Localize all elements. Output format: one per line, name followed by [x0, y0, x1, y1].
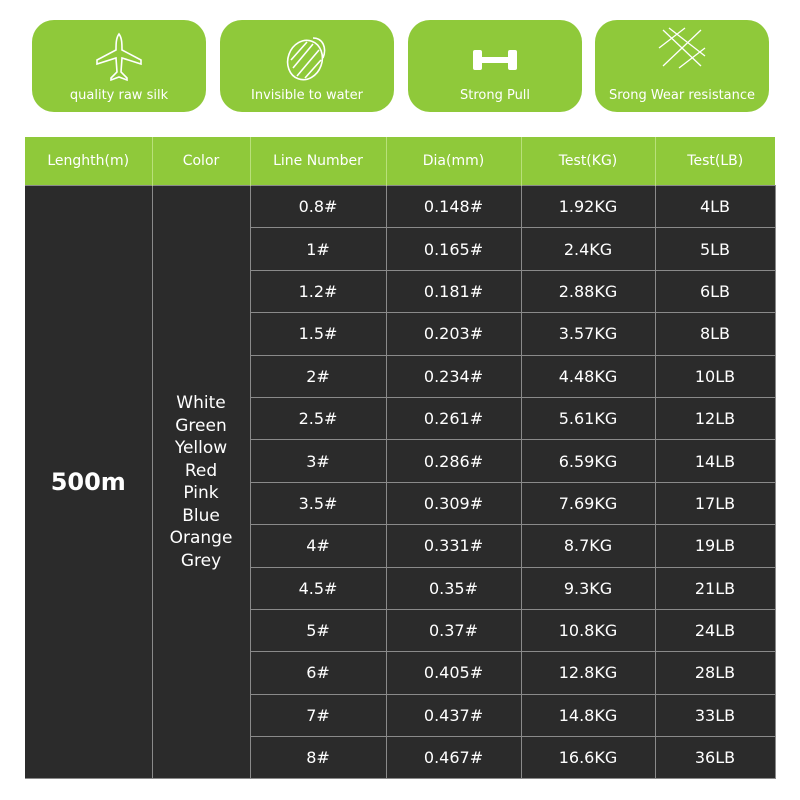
table-cell: 8LB — [654, 312, 776, 356]
table-cell: 0.8# — [249, 184, 387, 229]
table-cell: 36LB — [654, 736, 776, 780]
table-cell: 0.148# — [385, 184, 522, 229]
table-cell: 0.309# — [385, 481, 522, 526]
table-cell: 0.181# — [385, 269, 522, 314]
table-cell: 4LB — [654, 184, 776, 229]
table-cell: 0.261# — [385, 396, 522, 441]
table-cell: 3.57KG — [520, 312, 656, 356]
table-cell: 2.88KG — [520, 269, 656, 314]
table-cell: 12LB — [654, 396, 776, 441]
table-cell: 3.5# — [250, 481, 387, 526]
table-cell: 12.8KG — [520, 651, 656, 695]
color-option: Green — [175, 415, 227, 436]
table-cell: 0.203# — [385, 312, 522, 356]
table-row: 5# 0.37# 10.8KG 24LB — [25, 608, 776, 653]
color-option: Yellow — [174, 438, 228, 459]
feature-card-raw-silk: quality raw silk — [32, 20, 206, 112]
table-cell: 14LB — [654, 439, 776, 483]
table-cell: 8.7KG — [520, 524, 656, 568]
table-cell: 1.92KG — [520, 184, 656, 229]
table-cell: 0.437# — [385, 693, 522, 738]
table-cell: 10LB — [654, 354, 776, 398]
table-cell: 0.405# — [385, 651, 522, 695]
spec-table: Lenghth(m) Color Line Number Dia(mm) Test(KG… — [25, 137, 776, 780]
column-header: Lenghth(m) — [25, 137, 153, 186]
table-row: 4.5# 0.35# 9.3KG 21LB — [25, 566, 776, 610]
table-cell: 8# — [250, 736, 387, 780]
feature-label: Srong Wear resistance — [608, 88, 756, 103]
table-row: 2# 0.234# 4.48KG 10LB — [25, 354, 776, 398]
table-cell: 6LB — [654, 269, 776, 314]
table-cell: 3# — [250, 439, 387, 483]
table-cell: 28LB — [654, 651, 776, 695]
table-cell: 33LB — [654, 693, 776, 738]
table-cell: 2.4KG — [520, 227, 656, 271]
water-drop-icon — [286, 37, 326, 81]
color-cell: White Green Yellow Red Pink Blue Orange Grey — [151, 184, 251, 780]
table-cell: 19LB — [654, 524, 776, 568]
table-cell: 10.8KG — [520, 608, 656, 653]
table-row: 4# 0.331# 8.7KG 19LB — [25, 524, 776, 568]
table-row: 8# 0.467# 16.6KG 36LB — [25, 736, 776, 780]
color-option: Blue — [182, 505, 220, 526]
table-cell: 5# — [250, 608, 387, 653]
color-option: Grey — [180, 550, 222, 571]
column-header: Line Number — [250, 137, 387, 186]
table-cell: 0.331# — [385, 524, 522, 568]
table-cell: 6# — [250, 651, 387, 695]
column-header: Dia(mm) — [386, 137, 522, 186]
table-cell: 4.5# — [250, 566, 387, 610]
feature-card-wear-resistance: Srong Wear resistance — [595, 20, 769, 112]
table-cell: 1.5# — [250, 312, 387, 356]
airplane-icon — [96, 32, 142, 82]
table-cell: 5LB — [654, 227, 776, 271]
table-cell: 0.165# — [385, 227, 522, 271]
feature-label: quality raw silk — [69, 88, 169, 103]
table-row: 2.5# 0.261# 5.61KG 12LB — [25, 396, 776, 441]
column-header: Color — [152, 137, 251, 186]
feature-card-strong-pull: Strong Pull — [408, 20, 582, 112]
table-row: 7# 0.437# 14.8KG 33LB — [25, 693, 776, 738]
table-cell: 9.3KG — [520, 566, 656, 610]
table-cell: 4.48KG — [520, 354, 656, 398]
table-cell: 7.69KG — [520, 481, 656, 526]
table-cell: 17LB — [654, 481, 776, 526]
table-row: 1.2# 0.181# 2.88KG 6LB — [25, 269, 776, 314]
column-header: Test(KG) — [521, 137, 656, 186]
color-option: White — [176, 393, 226, 414]
feature-label: Invisible to water — [251, 88, 363, 103]
table-cell: 0.286# — [385, 439, 522, 483]
table-cell: 0.35# — [385, 566, 522, 610]
feature-card-invisible: Invisible to water — [220, 20, 394, 112]
table-cell: 4# — [250, 524, 387, 568]
table-cell: 6.59KG — [520, 439, 656, 483]
table-cell: 2.5# — [250, 396, 387, 441]
table-cell: 1# — [250, 227, 387, 271]
table-cell: 1.2# — [250, 269, 387, 314]
dumbbell-icon — [473, 50, 517, 70]
table-row: 3# 0.286# 6.59KG 14LB — [25, 439, 776, 483]
color-option: Orange — [169, 528, 233, 549]
table-cell: 16.6KG — [520, 736, 656, 780]
column-header: Test(LB) — [655, 137, 775, 186]
cross-lines-icon — [658, 27, 706, 69]
feature-label: Strong Pull — [459, 88, 531, 103]
table-cell: 0.234# — [385, 354, 522, 398]
table-cell: 5.61KG — [520, 396, 656, 441]
color-option: Pink — [183, 483, 219, 504]
table-cell: 0.467# — [385, 736, 522, 780]
table-cell: 24LB — [654, 608, 776, 653]
table-cell: 21LB — [654, 566, 776, 610]
table-row: 500m White Green Yellow Red Pink Blue Orange Gre… — [25, 184, 776, 780]
table-cell: 7# — [250, 693, 387, 738]
table-cell: 0.37# — [385, 608, 522, 653]
table-row: 6# 0.405# 12.8KG 28LB — [25, 651, 776, 695]
color-option: Red — [184, 460, 218, 481]
length-cell: 500m — [25, 184, 153, 780]
table-cell: 2# — [250, 354, 387, 398]
table-cell: 14.8KG — [520, 693, 656, 738]
